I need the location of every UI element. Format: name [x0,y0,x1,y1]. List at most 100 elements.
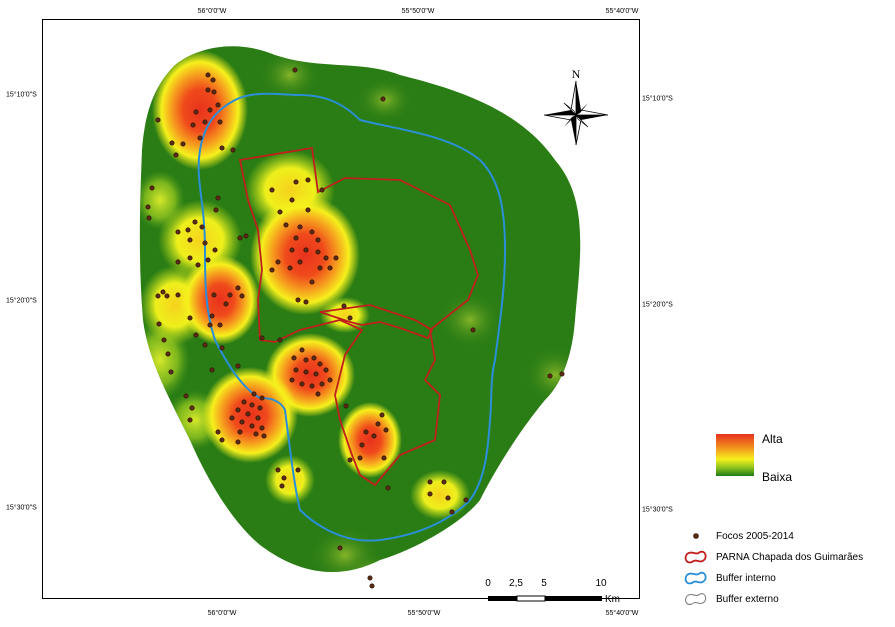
fire-point [317,361,323,367]
fire-point [292,67,298,73]
fire-point [287,265,293,271]
fire-point [333,255,339,261]
fire-point [369,583,375,589]
fire-point [303,357,309,363]
fire-point [295,297,301,303]
fire-point [547,373,553,379]
fire-point [303,369,309,375]
fire-point [559,371,565,377]
fire-point [283,222,289,228]
fire-point [305,207,311,213]
fire-point [215,102,221,108]
fire-point [223,301,229,307]
fire-point [175,229,181,235]
fire-point [205,87,211,93]
fire-point [315,237,321,243]
external-buffer-icon [685,593,707,605]
fire-point [295,467,301,473]
fire-point [257,405,263,411]
fire-point [293,235,299,241]
fire-point [319,381,325,387]
scale-unit: Km [605,594,620,605]
fire-point [202,119,208,125]
fire-point [210,77,216,83]
fire-point [175,259,181,265]
fire-point [445,495,451,501]
fire-point [313,371,319,377]
fire-point-icon [693,533,699,539]
fire-point [202,342,208,348]
fire-point [269,267,275,273]
fire-point [239,293,245,299]
fire-point [327,265,333,271]
fire-point [195,262,201,268]
fire-point [205,72,211,78]
fire-point [303,247,309,253]
legend-item-park-boundary: PARNA Chapada dos Guimarães [684,550,863,564]
left-coord-label: 15°20'0"S [6,297,37,305]
fire-point [249,423,255,429]
fire-point [168,369,174,375]
fire-point [187,417,193,423]
fire-point [227,292,233,298]
ramp-low-label: Baixa [762,470,793,484]
fire-point [207,107,213,113]
fire-point [277,337,283,343]
legend-label: Focos 2005-2014 [716,530,794,542]
fire-point [243,233,249,239]
fire-point [275,467,281,473]
fire-point [165,351,171,357]
fire-point [380,96,386,102]
fire-point [289,377,295,383]
fire-point [207,322,213,328]
fire-point [187,255,193,261]
top-coord-label: 56°0'0"W [197,8,227,15]
fire-point [160,289,166,295]
fire-point [259,425,265,431]
scale-tick-label: 10 [595,578,607,589]
fire-point [293,367,299,373]
fire-point [309,383,315,389]
fire-point [161,337,167,343]
legend-item-fire-points: Focos 2005-2014 [684,530,794,542]
scale-tick-label: 0 [485,578,491,589]
fire-point [192,219,198,225]
fire-point [305,177,311,183]
internal-buffer-boundary [197,92,507,542]
fire-point [237,235,243,241]
right-coord-label: 15°20'0"S [642,301,673,309]
fire-point [337,545,343,551]
fire-point [173,152,179,158]
fire-point [289,247,295,253]
fire-point [299,347,305,353]
fire-point [309,279,315,285]
fire-point [279,483,285,489]
fire-point [219,437,225,443]
fire-point [371,433,377,439]
fire-point [315,391,321,397]
right-coord-label: 15°10'0"S [642,95,673,103]
fire-point [385,485,391,491]
fire-point [311,355,317,361]
fire-point [251,391,257,397]
scale-tick-label: 5 [541,578,547,589]
fire-point [237,429,243,435]
fire-point [217,322,223,328]
fire-point [255,415,261,421]
fire-point [277,209,283,215]
fire-point [199,224,205,230]
fire-point [180,141,186,147]
fire-point [230,147,236,153]
fire-point [229,415,235,421]
fire-point [189,405,195,411]
fire-point [470,327,476,333]
fire-point [259,395,265,401]
internal-buffer-icon [684,571,707,585]
left-coord-label: 15°30'0"S [6,504,37,512]
fire-point [463,497,469,503]
fire-point [323,367,329,373]
fire-point [297,259,303,265]
fire-point [241,399,247,405]
fire-point [215,195,221,201]
fire-point [235,407,241,413]
